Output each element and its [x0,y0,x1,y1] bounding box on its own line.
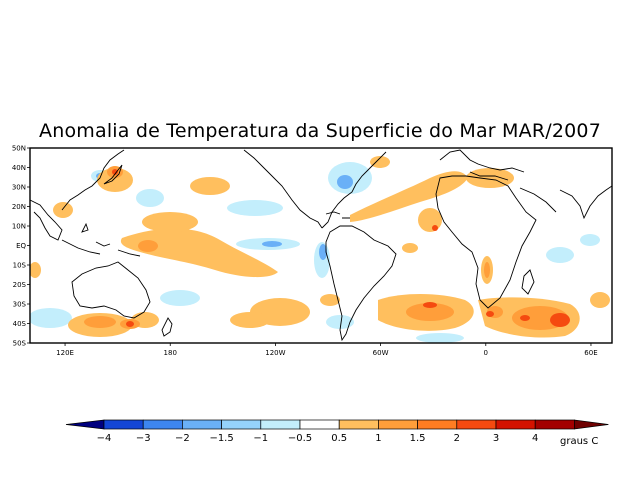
colorbar-tick-label: −4 [97,433,112,444]
lat-label: 20N [12,203,26,211]
colorbar-swatch [338,419,379,430]
colorbar-swatch [221,419,262,430]
asia-coast [30,149,125,241]
cool-anomaly-patches [30,162,600,343]
map-title: Anomalia de Temperatura da Superficie do… [39,120,601,142]
japan-coast [103,164,123,185]
colorbar-tick-label: 2 [454,433,460,444]
colorbar-swatch [260,419,301,430]
lon-label: 0 [484,349,488,357]
colorbar-tick-label: 1.5 [410,433,426,444]
colorbar-swatch [534,419,575,430]
south-america-coast [325,225,397,342]
colorbar-tick-label: 4 [532,433,538,444]
north-america-coast [243,149,387,229]
europe-coast [439,149,525,181]
colorbar-tick-label: −3 [136,433,151,444]
colorbar-swatch [378,419,418,430]
colorbar: −4 −3 −2 −1.5 −1 −0.5 0.5 1 1.5 2 3 4 [65,419,609,444]
lon-label: 180 [164,349,177,357]
lon-label: 120W [265,349,285,357]
lon-label: 60E [584,349,597,357]
warm-anomaly-strong [112,169,570,327]
coastlines [30,149,612,342]
colorbar-swatch [182,419,222,430]
lat-label: EQ [16,242,26,250]
colorbar-swatch [103,419,144,430]
warm-anomaly-mid [84,166,568,330]
australia-coast [71,261,151,319]
colorbar-tick-label: 0.5 [331,433,347,444]
lat-label: 10N [12,223,26,231]
colorbar-swatch [299,419,340,430]
lat-label: 30S [13,301,27,309]
new-zealand-coast [161,317,173,337]
colorbar-tick-label: −0.5 [288,433,312,444]
colorbar-tick-label: 3 [493,433,499,444]
africa-coast [435,175,537,309]
colorbar-swatch [495,419,536,430]
madagascar-coast [521,269,535,295]
colorbar-tick-label: −1 [253,433,268,444]
colorbar-unit-label: graus C [560,436,598,447]
indonesia-coast [61,222,141,257]
lat-label: 50S [13,340,27,348]
anomaly-fields [30,149,612,343]
lon-label: 60W [373,349,389,357]
colorbar-arrow-left [65,419,105,430]
lat-label: 20S [13,281,27,289]
colorbar-tick-label: −2 [175,433,190,444]
lat-label: 50N [12,145,26,153]
colorbar-swatch [142,419,183,430]
latitude-labels: 50N 40N 30N 20N 10N EQ 10S 20S 30S 40S 50S [12,145,30,348]
colorbar-arrow-right [574,419,609,430]
lon-label: 120E [56,349,74,357]
longitude-labels: 120E 180 120W 60W 0 60E [56,343,598,357]
colorbar-swatch [417,419,458,430]
caribbean-coast [325,211,350,219]
lat-label: 40S [13,320,27,328]
colorbar-swatch [456,419,497,430]
lat-label: 40N [12,164,26,172]
colorbar-tick-label: 1 [375,433,381,444]
lat-label: 30N [12,184,26,192]
lat-label: 10S [13,262,27,270]
arabia-india-coast [519,185,612,220]
colorbar-tick-label: −1.5 [209,433,233,444]
